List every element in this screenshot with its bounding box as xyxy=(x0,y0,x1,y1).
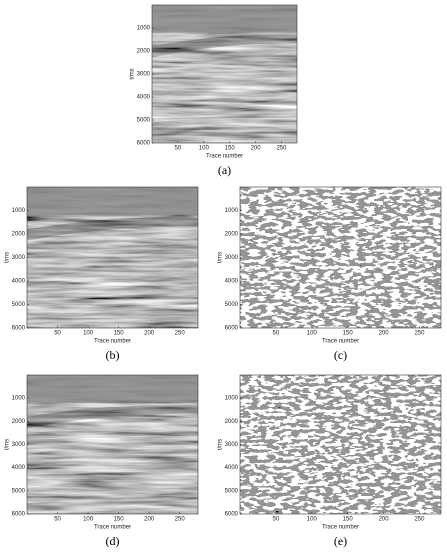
y-tick-label: 3000 xyxy=(225,255,239,261)
x-axis-label: Trace number xyxy=(94,339,131,345)
y-tick-label: 4000 xyxy=(12,465,26,471)
panel: 50 100 150 200 250 1000 2000 3000 4000 5000 6000 Tr… xyxy=(5,374,199,548)
y-tick-label: 3000 xyxy=(12,255,26,261)
x-axis-label: Trace number xyxy=(206,154,243,160)
y-tick-label: 1000 xyxy=(12,208,26,214)
x-tick-label: 50 xyxy=(273,331,280,337)
y-tick-label: 5000 xyxy=(12,302,26,308)
y-axis-label: t/ms xyxy=(130,68,136,79)
x-tick-label: 50 xyxy=(273,517,280,523)
y-tick-label: 5000 xyxy=(137,118,151,124)
panel: 50 100 150 200 250 1000 2000 3000 4000 5000 6000 Tr… xyxy=(5,186,199,362)
y-tick-label: 2000 xyxy=(137,49,151,55)
reflector xyxy=(27,405,198,428)
y-tick-label: 1000 xyxy=(225,208,239,214)
top-mute xyxy=(27,375,198,403)
y-tick-label: 6000 xyxy=(225,512,239,518)
y-tick-label: 6000 xyxy=(12,326,26,332)
y-tick-label: 2000 xyxy=(225,419,239,425)
x-tick-label: 50 xyxy=(54,517,61,523)
x-tick-label: 250 xyxy=(276,146,287,152)
y-tick-label: 1000 xyxy=(225,396,239,402)
panel-caption: (d) xyxy=(106,534,120,548)
x-tick-label: 50 xyxy=(54,331,61,337)
y-tick-label: 6000 xyxy=(225,326,239,332)
top-mute xyxy=(152,5,297,33)
x-tick-label: 200 xyxy=(144,331,155,337)
panel: 50 100 150 200 250 1000 2000 3000 4000 5000 6000 Tr… xyxy=(130,4,298,177)
y-tick-label: 5000 xyxy=(225,488,239,494)
x-tick-label: 100 xyxy=(307,517,318,523)
panel: 50 100 150 200 250 1000 2000 3000 4000 5000 6000 Tr… xyxy=(218,374,442,548)
y-tick-label: 1000 xyxy=(12,396,26,402)
x-tick-label: 250 xyxy=(175,331,186,337)
x-tick-label: 150 xyxy=(343,517,354,523)
y-tick-label: 2000 xyxy=(12,232,26,238)
x-tick-label: 250 xyxy=(414,517,425,523)
reflector xyxy=(27,217,198,241)
x-tick-label: 200 xyxy=(251,146,262,152)
x-axis-label: Trace number xyxy=(322,525,359,531)
x-tick-label: 200 xyxy=(144,517,155,523)
y-tick-label: 5000 xyxy=(225,302,239,308)
y-tick-label: 6000 xyxy=(137,141,151,147)
x-tick-label: 150 xyxy=(114,331,125,337)
x-tick-label: 100 xyxy=(199,146,210,152)
y-tick-label: 3000 xyxy=(12,442,26,448)
x-tick-label: 200 xyxy=(379,331,390,337)
x-tick-label: 250 xyxy=(175,517,186,523)
y-axis-label: t/ms xyxy=(5,252,11,263)
y-axis-label: t/ms xyxy=(218,252,224,263)
y-tick-label: 4000 xyxy=(12,279,26,285)
y-tick-label: 2000 xyxy=(225,232,239,238)
x-tick-label: 50 xyxy=(175,146,182,152)
x-tick-label: 250 xyxy=(414,331,425,337)
y-tick-label: 6000 xyxy=(12,512,26,518)
x-tick-label: 100 xyxy=(83,517,94,523)
seismic-image xyxy=(240,375,441,514)
reflector xyxy=(152,34,297,58)
y-axis-label: t/ms xyxy=(5,439,11,450)
y-tick-label: 4000 xyxy=(137,95,151,101)
panel-caption: (a) xyxy=(218,163,231,177)
x-tick-label: 200 xyxy=(379,517,390,523)
panel-caption: (c) xyxy=(334,348,347,362)
y-tick-label: 3000 xyxy=(137,72,151,78)
panel-caption: (b) xyxy=(106,348,120,362)
y-tick-label: 4000 xyxy=(225,465,239,471)
top-mute xyxy=(27,187,198,216)
panel: 50 100 150 200 250 1000 2000 3000 4000 5000 6000 Tr… xyxy=(218,186,442,362)
x-tick-label: 150 xyxy=(343,331,354,337)
x-axis-label: Trace number xyxy=(322,339,359,345)
y-tick-label: 1000 xyxy=(137,26,151,32)
x-axis-label: Trace number xyxy=(94,525,131,531)
seismic-image xyxy=(240,187,441,328)
y-axis-label: t/ms xyxy=(218,439,224,450)
y-tick-label: 3000 xyxy=(225,442,239,448)
x-tick-label: 150 xyxy=(225,146,236,152)
y-tick-label: 5000 xyxy=(12,488,26,494)
y-tick-label: 2000 xyxy=(12,419,26,425)
x-tick-label: 100 xyxy=(307,331,318,337)
x-tick-label: 150 xyxy=(114,517,125,523)
x-tick-label: 100 xyxy=(83,331,94,337)
panel-caption: (e) xyxy=(334,534,347,548)
y-tick-label: 4000 xyxy=(225,279,239,285)
